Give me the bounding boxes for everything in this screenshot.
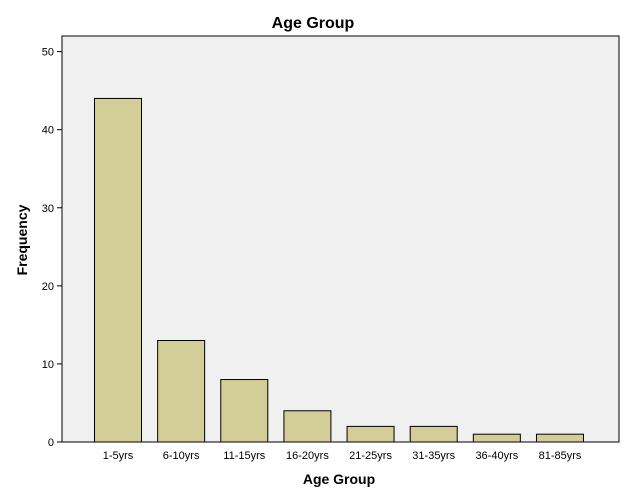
x-tick-label: 11-15yrs bbox=[223, 450, 265, 462]
y-tick-label: 50 bbox=[42, 47, 54, 59]
bar-21-25yrs bbox=[346, 425, 395, 443]
x-axis: 1-5yrs 6-10yrs 11-15yrs 16-20yrs 21-25yrs 31-… bbox=[103, 450, 582, 462]
bar-31-35yrs bbox=[409, 425, 458, 443]
x-tick-label: 6-10yrs bbox=[163, 450, 200, 462]
x-tick-label: 31-35yrs bbox=[412, 450, 455, 462]
x-tick-label: 81-85yrs bbox=[539, 450, 582, 462]
bar-6-10yrs bbox=[157, 340, 206, 443]
y-tick-label: 30 bbox=[42, 203, 54, 215]
bar-81-85yrs bbox=[535, 433, 584, 443]
bar-1-5yrs bbox=[94, 97, 142, 443]
y-tick-label: 0 bbox=[48, 437, 54, 449]
plot-area bbox=[61, 35, 620, 443]
y-tick-label: 20 bbox=[42, 281, 54, 293]
y-tick-label: 10 bbox=[42, 359, 54, 371]
x-tick-label: 1-5yrs bbox=[103, 450, 134, 462]
y-axis-title: Frequency bbox=[14, 204, 30, 275]
x-axis-title: Age Group bbox=[303, 471, 375, 487]
y-tick-label: 40 bbox=[42, 125, 54, 137]
x-tick-label: 36-40yrs bbox=[475, 450, 518, 462]
bars-group bbox=[94, 97, 584, 443]
bar-36-40yrs bbox=[472, 433, 521, 443]
chart-title: Age Group bbox=[272, 15, 355, 32]
x-tick-label: 21-25yrs bbox=[349, 450, 392, 462]
bar-11-15yrs bbox=[220, 379, 269, 443]
x-tick-label: 16-20yrs bbox=[286, 450, 329, 462]
bar-16-20yrs bbox=[283, 410, 332, 443]
y-axis: 0 10 20 30 40 50 bbox=[42, 47, 62, 449]
